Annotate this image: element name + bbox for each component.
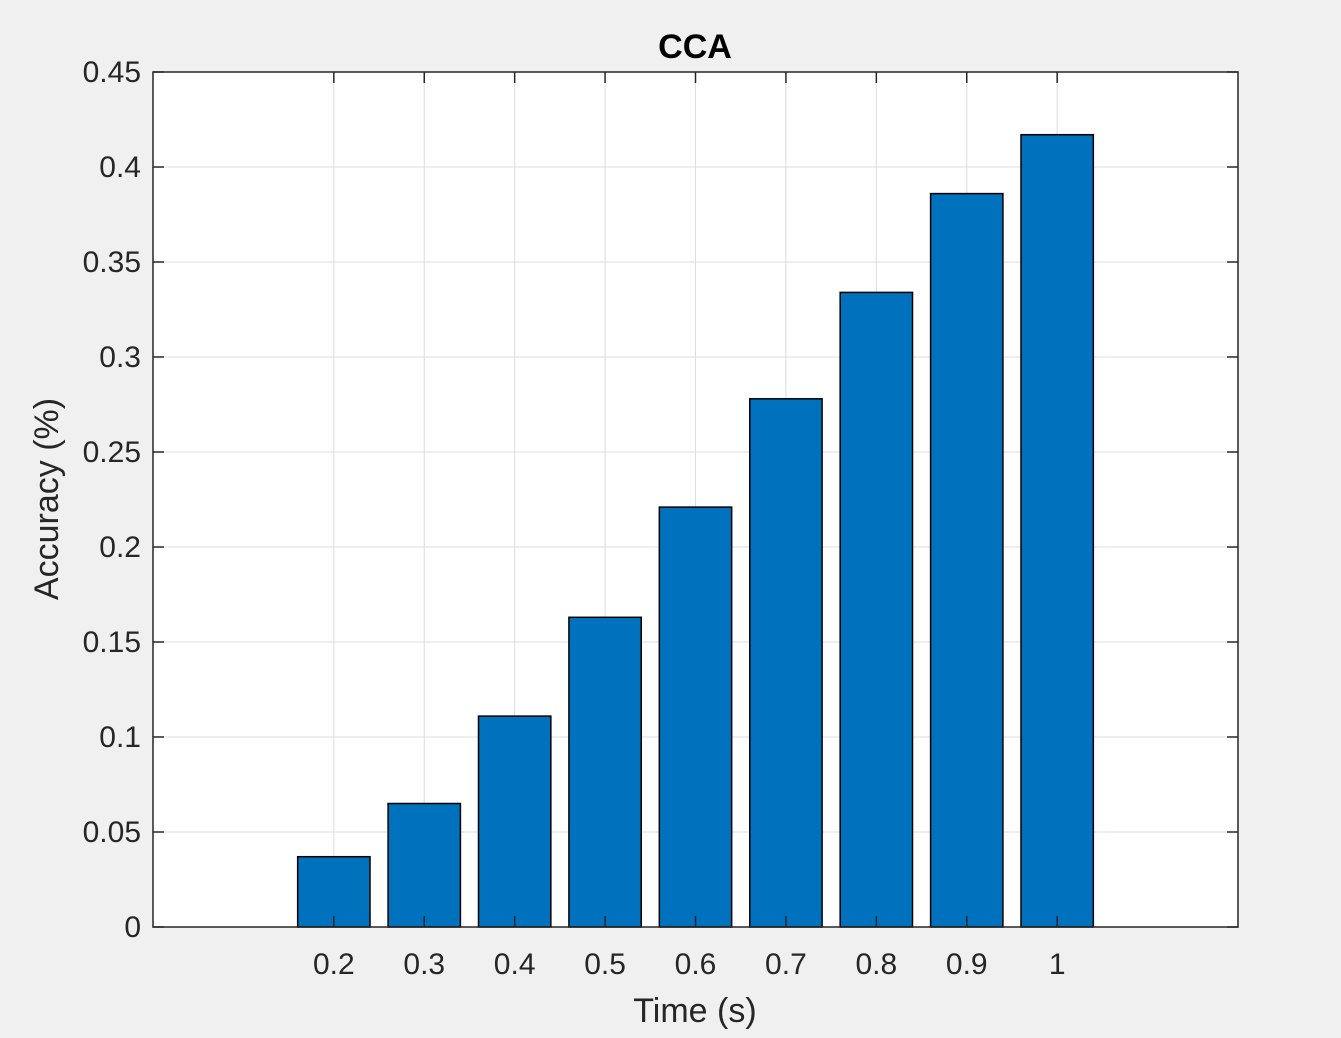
x-tick-label: 0.8 (855, 948, 897, 981)
x-tick-label: 0.4 (494, 948, 536, 981)
axes-box (152, 71, 1239, 928)
y-tick-label: 0.35 (83, 246, 141, 279)
x-tick-label: 0.7 (765, 948, 807, 981)
bar-0.4 (477, 715, 552, 928)
y-tick-label: 0.15 (83, 626, 141, 659)
x-tick-label: 0.5 (584, 948, 626, 981)
y-tick-label: 0.2 (99, 531, 141, 564)
bar-0.6 (658, 506, 733, 928)
ticks (153, 71, 1238, 928)
x-tick-label: 0.9 (946, 948, 988, 981)
x-tick-label: 0.6 (675, 948, 717, 981)
y-tick-label: 0.25 (83, 436, 141, 469)
y-tick-label: 0.3 (99, 341, 141, 374)
bar-0.9 (929, 192, 1004, 928)
y-tick-label: 0.1 (99, 721, 141, 754)
bar-0.5 (568, 616, 643, 928)
y-axis-label: Accuracy (%) (28, 398, 66, 600)
x-tick-label: 0.2 (313, 948, 355, 981)
bar-1 (1020, 133, 1095, 928)
x-axis-label: Time (s) (633, 992, 756, 1030)
y-tick-label: 0.05 (83, 816, 141, 849)
bars (296, 133, 1095, 928)
y-tick-label: 0 (124, 911, 141, 944)
y-tick-label: 0.45 (83, 56, 141, 89)
chart-title: CCA (658, 28, 732, 66)
tick-labels: 0 0.05 0.1 0.15 0.2 0.25 0.3 0.35 0.4 0.45 0.2 0.3 0… (83, 56, 1066, 981)
bar-0.7 (749, 398, 823, 928)
bar-0.3 (387, 802, 462, 928)
y-tick-label: 0.4 (99, 151, 141, 184)
bar-0.8 (839, 291, 914, 928)
x-tick-label: 0.3 (403, 948, 445, 981)
x-tick-label: 1 (1049, 948, 1066, 981)
